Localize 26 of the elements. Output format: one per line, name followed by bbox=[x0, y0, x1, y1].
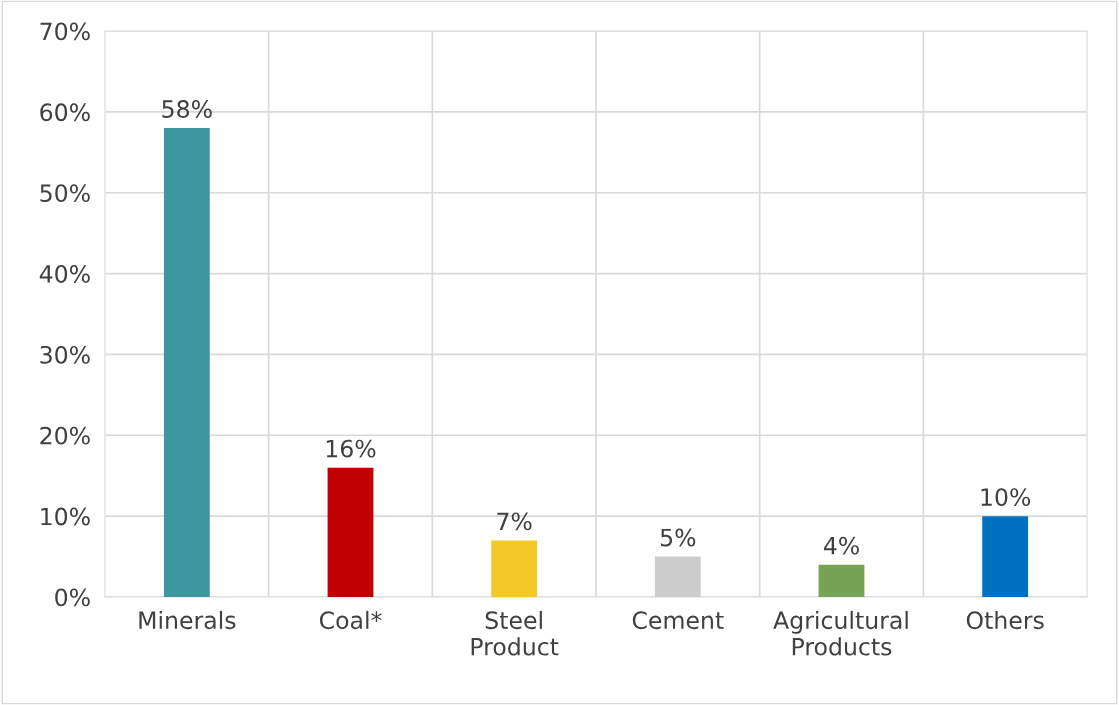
data-label: 16% bbox=[326, 439, 376, 458]
y-tick-label: 20% bbox=[40, 426, 90, 445]
x-tick-label: Agricultural Products bbox=[773, 610, 908, 656]
data-label: 7% bbox=[497, 512, 532, 531]
x-tick-label: Minerals bbox=[139, 610, 236, 630]
bar bbox=[491, 540, 538, 597]
bar bbox=[982, 516, 1029, 597]
y-tick-label: 30% bbox=[40, 345, 90, 364]
data-label: 4% bbox=[823, 536, 859, 555]
y-tick-label: 50% bbox=[40, 184, 90, 203]
data-label: 10% bbox=[981, 488, 1031, 507]
bar bbox=[654, 556, 701, 597]
bar bbox=[327, 467, 374, 597]
y-tick-label: 0% bbox=[55, 588, 90, 607]
y-tick-label: 60% bbox=[40, 103, 90, 122]
x-tick-label: Steel Product bbox=[471, 610, 559, 656]
x-tick-label: Others bbox=[966, 610, 1044, 630]
data-label: 58% bbox=[162, 100, 212, 118]
data-label: 5% bbox=[660, 528, 696, 547]
x-tick-label: Cement bbox=[632, 611, 724, 630]
bar bbox=[818, 564, 865, 597]
x-tick-label: Coal* bbox=[319, 610, 382, 630]
y-tick-label: 40% bbox=[39, 265, 90, 283]
y-tick-label: 10% bbox=[41, 507, 90, 526]
bar bbox=[163, 128, 210, 597]
y-tick-label: 70% bbox=[40, 22, 90, 41]
